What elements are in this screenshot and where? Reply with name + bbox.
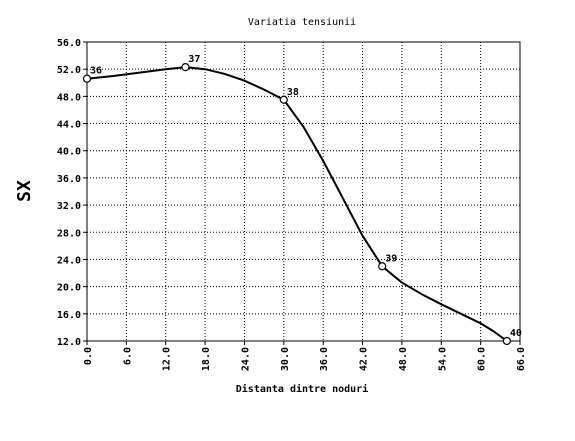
y-tick-label: 32.0: [57, 201, 81, 212]
x-tick-label: 42.0: [359, 347, 370, 371]
y-tick-label: 56.0: [57, 38, 81, 49]
data-point-marker: [82, 74, 92, 83]
series-line: [86, 66, 508, 342]
x-tick-label: 12.0: [162, 347, 173, 371]
y-tick-label: 44.0: [57, 120, 81, 131]
data-point-marker: [378, 262, 387, 271]
y-tick-label: 48.0: [57, 92, 81, 103]
y-tick-label: 28.0: [57, 228, 81, 239]
x-tick-label: 48.0: [398, 347, 409, 371]
x-tick-label: 54.0: [437, 347, 448, 371]
y-tick-label: 36.0: [57, 174, 81, 185]
grid: [87, 42, 520, 341]
y-axis-label: SX: [14, 180, 35, 202]
x-axis-label: Distanta dintre noduri: [236, 383, 368, 395]
y-tick-label: 52.0: [57, 65, 81, 76]
x-tick-label: 0.0: [83, 347, 94, 365]
data-points: 36 37 38 39 40: [82, 54, 522, 346]
data-point-marker: [279, 95, 288, 104]
chart-title: Variatia tensiunii: [248, 17, 356, 28]
data-point-label: 38: [287, 87, 299, 98]
x-tick-label: 24.0: [240, 347, 251, 371]
x-tick-label: 36.0: [319, 347, 330, 371]
y-axis-ticks: 12.0 16.0 20.0 24.0 28.0 32.0 36.0 40.0 44.0 48.0…: [57, 38, 87, 348]
data-point-marker: [502, 336, 511, 346]
data-point-label: 39: [385, 253, 397, 264]
x-tick-label: 66.0: [516, 347, 527, 371]
plot-frame: [86, 41, 521, 342]
y-tick-label: 12.0: [57, 337, 81, 348]
data-point-marker: [181, 63, 190, 72]
x-axis-ticks: 0.0 6.0 12.0 18.0 24.0 30.0 36.0 42.0 48.0 54.0 60…: [83, 341, 527, 371]
y-tick-label: 20.0: [57, 283, 81, 294]
data-point-label: 40: [510, 328, 522, 339]
x-tick-label: 60.0: [477, 347, 488, 371]
data-point-label: 37: [188, 54, 200, 65]
x-tick-label: 18.0: [201, 347, 212, 371]
data-point-label: 36: [90, 66, 102, 77]
y-tick-label: 24.0: [57, 255, 81, 266]
y-tick-label: 40.0: [57, 147, 81, 158]
x-tick-label: 30.0: [280, 347, 291, 371]
x-tick-label: 6.0: [122, 347, 133, 365]
y-tick-label: 16.0: [57, 310, 81, 321]
